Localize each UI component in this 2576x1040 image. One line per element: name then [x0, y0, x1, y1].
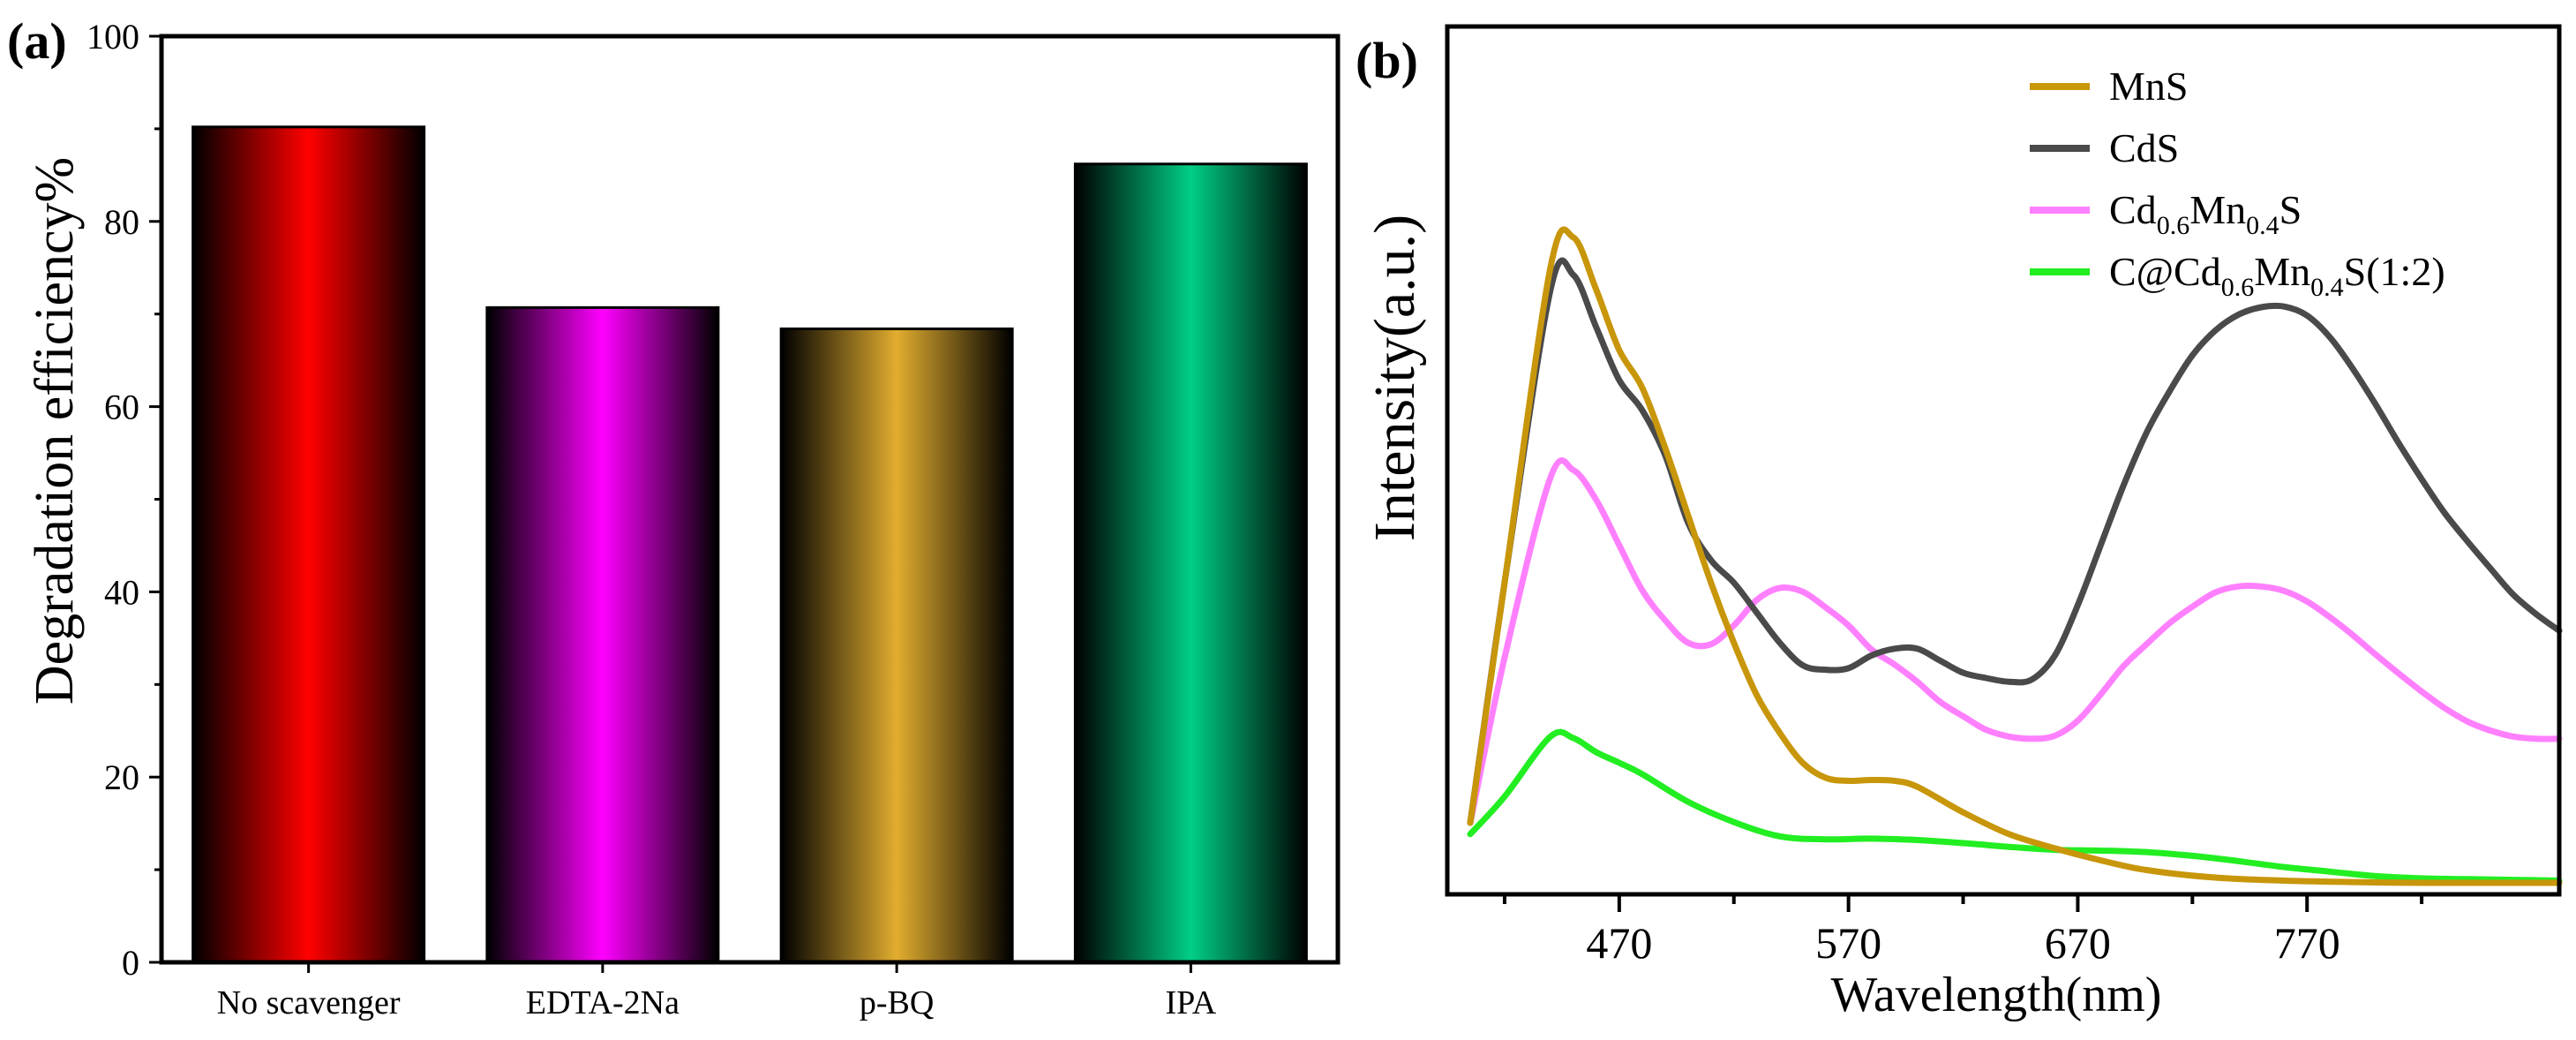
series-line-mns — [1467, 226, 2563, 886]
x-tick-label: p-BQ — [860, 984, 934, 1021]
x-tick-label: 670 — [2045, 918, 2111, 968]
panel-b-label: (b) — [1356, 32, 1418, 89]
y-tick-label: 40 — [104, 572, 139, 612]
series-line-c-cd0-6mn0-4s-1-2- — [1467, 728, 2563, 884]
bar-edta-2na — [485, 305, 720, 964]
panel-b-line-chart: (b) Intensity(a.u.) Wavelength(nm) 470 57… — [1356, 24, 2563, 1022]
series-line-cd0-6mn0-4s — [1467, 457, 2563, 826]
bar-no-scavenger — [192, 125, 426, 964]
x-tick-label: EDTA-2Na — [526, 984, 680, 1021]
panel-b-x-axis-label: Wavelength(nm) — [1831, 968, 2162, 1022]
x-tick-label: 570 — [1815, 918, 1881, 968]
panel-a-label: (a) — [7, 12, 67, 70]
panel-a-y-axis-label: Degradation efficiency% — [25, 157, 85, 705]
x-tick-label: No scavenger — [217, 984, 401, 1021]
x-tick-label: 770 — [2274, 918, 2340, 968]
y-tick-label: 80 — [104, 202, 139, 242]
legend-entry-label: Cd0.6Mn0.4S — [2109, 187, 2302, 240]
x-tick-label: 470 — [1586, 918, 1652, 968]
legend-entry-label: MnS — [2109, 64, 2188, 109]
y-tick-label: 100 — [86, 17, 139, 57]
bar-ipa — [1073, 162, 1308, 964]
bar-p-bq — [779, 327, 1014, 964]
x-tick-label: IPA — [1166, 984, 1217, 1021]
panel-b-y-axis-label: Intensity(a.u.) — [1363, 215, 1427, 541]
y-tick-label: 20 — [104, 757, 139, 797]
y-tick-label: 60 — [104, 388, 139, 427]
series-line-cds — [1467, 257, 2563, 826]
panel-b-plot-frame — [1445, 24, 2562, 897]
panel-b-legend: MnS CdS Cd0.6Mn0.4S C@Cd0.6Mn0.4S(1:2) — [2030, 64, 2445, 302]
panel-a-bar-chart: (a) Degradation efficiency% No scavenger… — [7, 12, 1341, 1021]
y-tick-label: 0 — [122, 943, 139, 983]
legend-entry-label: C@Cd0.6Mn0.4S(1:2) — [2109, 249, 2445, 302]
legend-entry-label: CdS — [2109, 125, 2179, 170]
